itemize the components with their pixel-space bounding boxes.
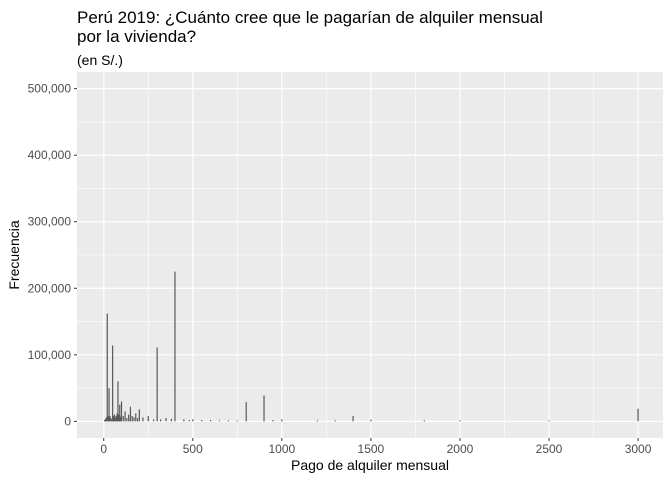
x-tick-label: 2500	[536, 442, 563, 456]
histogram-bar	[245, 402, 247, 422]
x-tick-label: 1500	[358, 442, 385, 456]
x-axis-title: Pago de alquiler mensual	[291, 457, 449, 473]
histogram-bar	[281, 419, 283, 422]
histogram-bar	[459, 420, 461, 422]
histogram-bar	[218, 420, 221, 422]
histogram-bar	[165, 418, 167, 422]
histogram-bar	[122, 416, 124, 422]
histogram-bar	[120, 401, 123, 422]
y-axis: 0 100,000 200,000 300,000 400,000 500,000	[28, 82, 77, 428]
histogram-bar	[113, 414, 116, 422]
histogram-bar	[118, 414, 120, 422]
histogram-bar	[124, 411, 126, 422]
histogram-bar	[133, 417, 135, 422]
histogram-bar	[272, 420, 274, 422]
histogram-bar	[352, 416, 354, 422]
histogram-bar	[115, 416, 117, 422]
y-tick-label: 0	[64, 414, 71, 428]
histogram-bar	[110, 418, 112, 422]
histogram-bar	[105, 417, 107, 422]
histogram-bar	[138, 409, 140, 422]
y-tick-label: 100,000	[28, 348, 72, 362]
histogram-bar	[174, 271, 176, 422]
histogram-bar	[116, 413, 118, 422]
x-tick-label: 3000	[625, 442, 652, 456]
histogram-bar	[104, 418, 107, 422]
histogram-bar	[147, 416, 149, 422]
histogram-bar	[117, 381, 119, 422]
bars	[104, 271, 639, 422]
histogram-bar	[170, 418, 173, 422]
histogram-bar	[188, 420, 190, 422]
histogram-bar	[142, 417, 144, 422]
x-axis: 0 500 1000 1500 2000 2500 3000	[100, 438, 652, 456]
y-axis-title: Frecuencia	[6, 220, 22, 289]
histogram-bar	[370, 419, 372, 422]
x-tick-label: 500	[183, 442, 203, 456]
histogram-bar	[334, 420, 336, 422]
histogram-bar	[109, 416, 111, 422]
histogram-bar	[423, 420, 425, 422]
x-tick-label: 1000	[268, 442, 295, 456]
histogram-bar	[160, 419, 162, 422]
histogram-bar	[152, 419, 155, 422]
histogram-bar	[108, 388, 110, 422]
histogram-bar	[201, 420, 203, 422]
histogram-bar	[156, 347, 158, 422]
histogram-bar	[112, 416, 115, 422]
histogram-bar	[106, 313, 108, 422]
histogram-bar	[637, 408, 639, 422]
histogram-bar	[111, 419, 113, 422]
chart-title: Perú 2019: ¿Cuánto cree que le pagarían …	[77, 8, 543, 46]
histogram-bar	[104, 420, 106, 422]
histogram-bar	[227, 420, 229, 422]
y-tick-label: 400,000	[28, 148, 72, 162]
histogram-bar	[126, 418, 128, 422]
histogram-bar	[120, 416, 122, 422]
histogram-bar	[136, 418, 139, 422]
histogram-bar	[129, 406, 132, 422]
x-tick-label: 0	[100, 442, 107, 456]
histogram-bar	[263, 395, 265, 422]
x-tick-label: 2000	[447, 442, 474, 456]
chart-subtitle: (en S/.)	[77, 52, 123, 68]
y-tick-label: 500,000	[28, 82, 72, 96]
histogram-bar	[107, 416, 109, 422]
histogram-bar	[548, 420, 550, 422]
histogram-bar	[114, 417, 116, 422]
histogram-bar	[131, 416, 133, 422]
grid-minor	[77, 72, 663, 438]
histogram-bar	[183, 419, 185, 422]
histogram-bar	[236, 420, 238, 422]
histogram-bar	[209, 420, 212, 422]
histogram-bar	[128, 414, 130, 422]
y-tick-label: 200,000	[28, 281, 72, 295]
histogram-bar	[192, 419, 194, 422]
histogram-bar	[112, 345, 114, 422]
histogram-bar	[119, 404, 121, 422]
histogram-bar	[316, 420, 319, 422]
y-tick-label: 300,000	[28, 215, 72, 229]
histogram-bar	[135, 413, 137, 422]
